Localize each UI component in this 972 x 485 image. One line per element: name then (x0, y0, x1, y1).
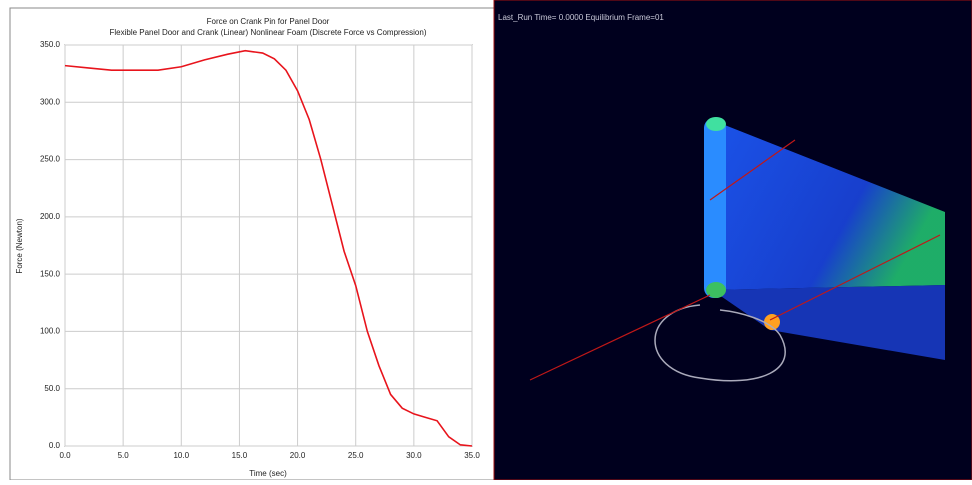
plot-frame (65, 45, 472, 446)
y-tick-label: 250.0 (40, 155, 61, 164)
chart-subtitle: Flexible Panel Door and Crank (Linear) N… (109, 28, 426, 37)
x-tick-label: 20.0 (290, 451, 306, 460)
plot-area: 0.0 50.0 100.0 150.0 200.0 250.0 300.0 350.0 0.0… (40, 40, 480, 460)
viewport-caption: Last_Run Time= 0.0000 Equilibrium Frame=… (498, 13, 664, 22)
x-tick-label: 35.0 (464, 451, 480, 460)
roller (704, 118, 726, 298)
screen: Force on Crank Pin for Panel Door Flexib… (0, 0, 972, 480)
y-tick-label: 150.0 (40, 269, 61, 278)
x-tick-label: 0.0 (59, 451, 71, 460)
roller-end (706, 117, 726, 131)
y-tick-label: 300.0 (40, 97, 61, 106)
y-tick-label: 350.0 (40, 40, 61, 49)
x-axis-label: Time (sec) (249, 469, 287, 478)
y-tick-label: 100.0 (40, 327, 61, 336)
x-tick-label: 5.0 (118, 451, 130, 460)
y-tick-label: 0.0 (49, 441, 61, 450)
y-axis-label: Force (Newton) (15, 218, 24, 273)
y-tick-label: 50.0 (44, 384, 60, 393)
chart-title: Force on Crank Pin for Panel Door (207, 17, 330, 26)
x-tick-label: 25.0 (348, 451, 364, 460)
x-tick-label: 15.0 (232, 451, 248, 460)
x-tick-label: 10.0 (173, 451, 189, 460)
y-tick-label: 200.0 (40, 212, 61, 221)
x-tick-label: 30.0 (406, 451, 422, 460)
3d-viewport: Last_Run Time= 0.0000 Equilibrium Frame=… (494, 0, 972, 480)
